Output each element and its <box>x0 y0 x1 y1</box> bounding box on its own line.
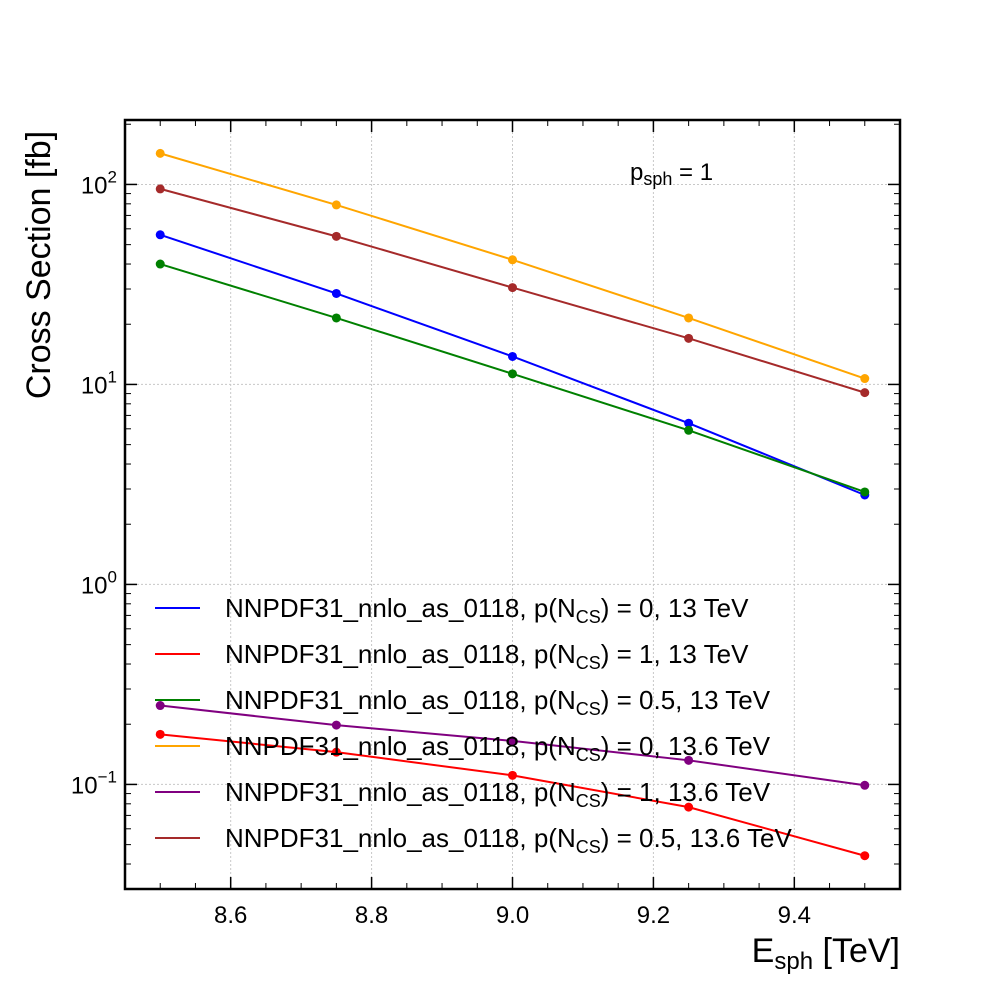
y-tick-label: 100 <box>81 567 117 599</box>
legend-label: NNPDF31_nnlo_as_0118, p(NCS) = 0, 13.6 T… <box>225 731 771 765</box>
x-tick-label: 8.8 <box>355 902 388 929</box>
data-point <box>331 231 341 241</box>
data-point <box>155 259 165 269</box>
data-point <box>684 418 694 428</box>
data-point <box>508 255 517 265</box>
data-point <box>155 701 165 711</box>
data-point <box>684 425 694 435</box>
legend-item: NNPDF31_nnlo_as_0118, p(NCS) = 0.5, 13 T… <box>155 685 771 719</box>
data-point <box>508 770 517 780</box>
data-point <box>684 802 694 812</box>
y-tick-label: 101 <box>81 367 117 399</box>
data-point <box>508 736 517 746</box>
legend-label: NNPDF31_nnlo_as_0118, p(NCS) = 0.5, 13 T… <box>225 685 771 719</box>
data-point <box>860 487 870 497</box>
legend-item: NNPDF31_nnlo_as_0118, p(NCS) = 0, 13 TeV <box>155 593 749 627</box>
x-axis-title: Esph [TeV] <box>752 932 900 975</box>
x-tick-label: 8.6 <box>214 902 247 929</box>
data-point <box>331 288 341 298</box>
legend: NNPDF31_nnlo_as_0118, p(NCS) = 0, 13 TeV… <box>155 593 792 857</box>
legend-item: NNPDF31_nnlo_as_0118, p(NCS) = 1, 13 TeV <box>155 639 749 673</box>
series-layer <box>155 148 870 861</box>
legend-label: NNPDF31_nnlo_as_0118, p(NCS) = 0, 13 TeV <box>225 593 749 627</box>
series-2 <box>155 729 870 861</box>
grid <box>125 120 900 889</box>
series-6 <box>155 184 870 398</box>
series-3 <box>155 259 870 497</box>
data-point <box>684 755 694 765</box>
y-axis-title: Cross Section [fb] <box>20 131 58 399</box>
legend-label: NNPDF31_nnlo_as_0118, p(NCS) = 1, 13.6 T… <box>225 777 771 811</box>
data-point <box>508 351 517 361</box>
y-axis: 102 101 100 10−1 <box>71 167 900 799</box>
legend-label: NNPDF31_nnlo_as_0118, p(NCS) = 1, 13 TeV <box>225 639 749 673</box>
series-4 <box>155 148 870 384</box>
data-point <box>331 720 341 730</box>
data-point <box>331 747 341 757</box>
data-point <box>155 148 165 158</box>
data-point <box>684 313 694 323</box>
data-point <box>508 283 517 293</box>
data-point <box>860 780 870 790</box>
data-point <box>331 200 341 210</box>
y-tick-label: 10−1 <box>71 767 117 799</box>
psph-annotation: psph = 1 <box>630 159 713 189</box>
data-point <box>860 851 870 861</box>
data-point <box>155 729 165 739</box>
legend-item: NNPDF31_nnlo_as_0118, p(NCS) = 0.5, 13.6… <box>155 823 792 857</box>
legend-item: NNPDF31_nnlo_as_0118, p(NCS) = 0, 13.6 T… <box>155 731 771 765</box>
x-axis: 8.6 8.8 9.0 9.2 9.4 <box>214 120 811 929</box>
x-tick-label: 9.0 <box>496 902 529 929</box>
data-point <box>860 388 870 398</box>
x-tick-label: 9.4 <box>778 902 811 929</box>
data-point <box>860 374 870 384</box>
data-point <box>684 333 694 343</box>
series-5 <box>155 701 870 790</box>
x-tick-label: 9.2 <box>637 902 670 929</box>
data-point <box>155 230 165 240</box>
data-point <box>155 184 165 194</box>
y-tick-label: 102 <box>81 167 117 199</box>
data-point <box>331 313 341 323</box>
legend-label: NNPDF31_nnlo_as_0118, p(NCS) = 0.5, 13.6… <box>225 823 792 857</box>
data-point <box>508 369 517 379</box>
legend-item: NNPDF31_nnlo_as_0118, p(NCS) = 1, 13.6 T… <box>155 777 771 811</box>
